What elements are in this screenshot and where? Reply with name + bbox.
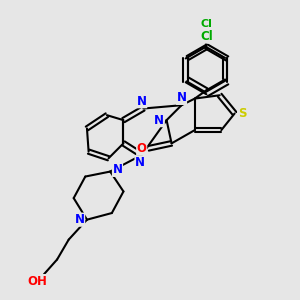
Text: N: N: [176, 92, 187, 104]
Text: Cl: Cl: [200, 30, 213, 43]
Text: N: N: [112, 164, 122, 176]
Text: O: O: [137, 142, 147, 155]
Text: N: N: [75, 213, 85, 226]
Text: S: S: [238, 107, 246, 120]
Text: N: N: [135, 156, 145, 169]
Text: OH: OH: [27, 274, 47, 288]
Text: Cl: Cl: [200, 19, 212, 29]
Text: N: N: [154, 114, 164, 127]
Text: N: N: [137, 95, 147, 108]
